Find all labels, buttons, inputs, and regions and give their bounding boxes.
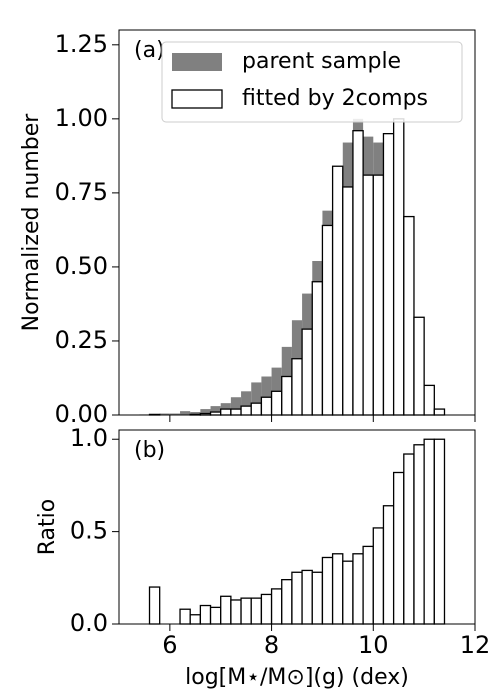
bar (382, 133, 395, 416)
y-tick-label: 0.5 (70, 517, 108, 545)
y-tick-label: 1.0 (70, 424, 108, 452)
bar (230, 599, 242, 625)
x-tick-label: 10 (358, 631, 389, 659)
bar (352, 130, 364, 416)
bar (413, 444, 425, 625)
axes-frame (118, 429, 476, 625)
bar (403, 453, 415, 625)
bar (179, 608, 191, 625)
bar (321, 556, 334, 625)
bar (241, 391, 252, 415)
bar (291, 358, 303, 416)
bar (270, 390, 283, 416)
bar (433, 438, 446, 625)
legend-swatch (172, 53, 222, 71)
bar (342, 186, 354, 416)
bar (321, 224, 334, 416)
bar (190, 412, 201, 415)
x-tick-label: 12 (460, 631, 491, 659)
bar (392, 471, 405, 625)
panel-label: (b) (134, 438, 165, 463)
bar (261, 376, 272, 415)
bar (230, 408, 242, 416)
bar (220, 408, 232, 416)
y-tick-label: 0.50 (55, 252, 108, 280)
bar (209, 606, 222, 625)
bar (342, 560, 354, 625)
bar (189, 614, 202, 625)
y-tick-label: 0.00 (55, 400, 108, 428)
y-tick-label: 0.0 (70, 609, 108, 637)
y-tick-label: 0.75 (55, 178, 108, 206)
bar (250, 597, 263, 625)
bar (362, 545, 374, 625)
bar (199, 604, 212, 625)
bar (413, 316, 425, 416)
bar (169, 413, 181, 415)
y-axis-label: Normalized number (19, 113, 44, 332)
bar (250, 402, 263, 416)
bar (230, 397, 242, 415)
bar (260, 593, 273, 625)
bar (291, 571, 303, 625)
panel-label: (a) (134, 38, 165, 63)
bar (281, 375, 293, 416)
bar (251, 382, 262, 415)
bar (331, 553, 344, 625)
bar (301, 569, 313, 625)
axes-frame (118, 29, 476, 416)
bar (180, 411, 191, 415)
x-tick-label: 8 (264, 631, 279, 659)
x-tick-label: 6 (162, 631, 177, 659)
legend-swatch (171, 89, 223, 109)
bar (281, 579, 293, 625)
legend-label: parent sample (242, 49, 401, 74)
bar (220, 595, 232, 625)
bar (159, 413, 170, 415)
bar (352, 553, 364, 625)
bar (260, 396, 273, 416)
bar (210, 406, 221, 415)
bar (240, 597, 252, 625)
bar (382, 505, 395, 625)
y-tick-label: 0.25 (55, 326, 108, 354)
bar (270, 588, 283, 625)
bar (200, 409, 211, 415)
x-axis-label: log[M⋆/M⊙](g) (dex) (185, 665, 409, 690)
y-axis-label: Ratio (35, 499, 60, 555)
bar (311, 571, 324, 625)
bar (362, 174, 374, 416)
y-tick-label: 1.00 (55, 104, 108, 132)
bar (372, 527, 385, 625)
bar (331, 165, 344, 416)
bar (433, 408, 446, 416)
bar (148, 586, 161, 625)
y-tick-label: 1.25 (55, 30, 108, 58)
bar (423, 438, 435, 625)
bar (372, 174, 385, 416)
bar (403, 215, 415, 416)
bar (301, 328, 313, 416)
legend-frame (161, 41, 463, 123)
bar (423, 384, 435, 416)
bar (240, 405, 252, 416)
legend-label: fitted by 2comps (242, 86, 428, 111)
bar (311, 281, 324, 416)
bar (392, 118, 405, 416)
